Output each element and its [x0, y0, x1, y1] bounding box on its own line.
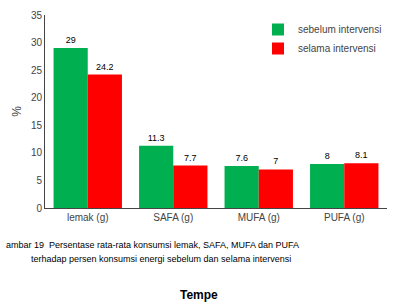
svg-text:8: 8: [325, 151, 330, 161]
svg-text:35: 35: [31, 10, 43, 21]
svg-text:Tempe: Tempe: [180, 288, 218, 302]
svg-text:SAFA (g): SAFA (g): [153, 212, 193, 223]
svg-text:15: 15: [31, 120, 43, 131]
svg-text:0: 0: [36, 203, 42, 214]
svg-text:lemak (g): lemak (g): [67, 212, 109, 223]
svg-text:terhadap persen konsumsi energ: terhadap persen konsumsi energi sebelum …: [6, 254, 291, 264]
svg-text:11.3: 11.3: [148, 133, 165, 143]
svg-text:8.1: 8.1: [355, 150, 368, 160]
svg-text:20: 20: [31, 92, 43, 103]
svg-text:ambar 19 Persentase rata-rata: ambar 19 Persentase rata-rata konsumsi l…: [6, 240, 299, 250]
svg-text:30: 30: [31, 37, 43, 48]
svg-text:MUFA (g): MUFA (g): [238, 212, 280, 223]
svg-text:24.2: 24.2: [96, 62, 114, 72]
svg-text:7: 7: [273, 156, 278, 166]
svg-text:7.6: 7.6: [235, 153, 248, 163]
svg-text:selama intervensi: selama intervensi: [298, 43, 376, 54]
svg-text:5: 5: [36, 175, 42, 186]
svg-text:25: 25: [31, 65, 43, 76]
svg-text:29: 29: [66, 35, 76, 45]
svg-text:7.7: 7.7: [184, 153, 197, 163]
svg-text:PUFA (g): PUFA (g): [324, 212, 365, 223]
svg-text:sebelum intervensi: sebelum intervensi: [298, 24, 381, 35]
svg-text:10: 10: [31, 147, 43, 158]
svg-text:%: %: [10, 106, 24, 117]
